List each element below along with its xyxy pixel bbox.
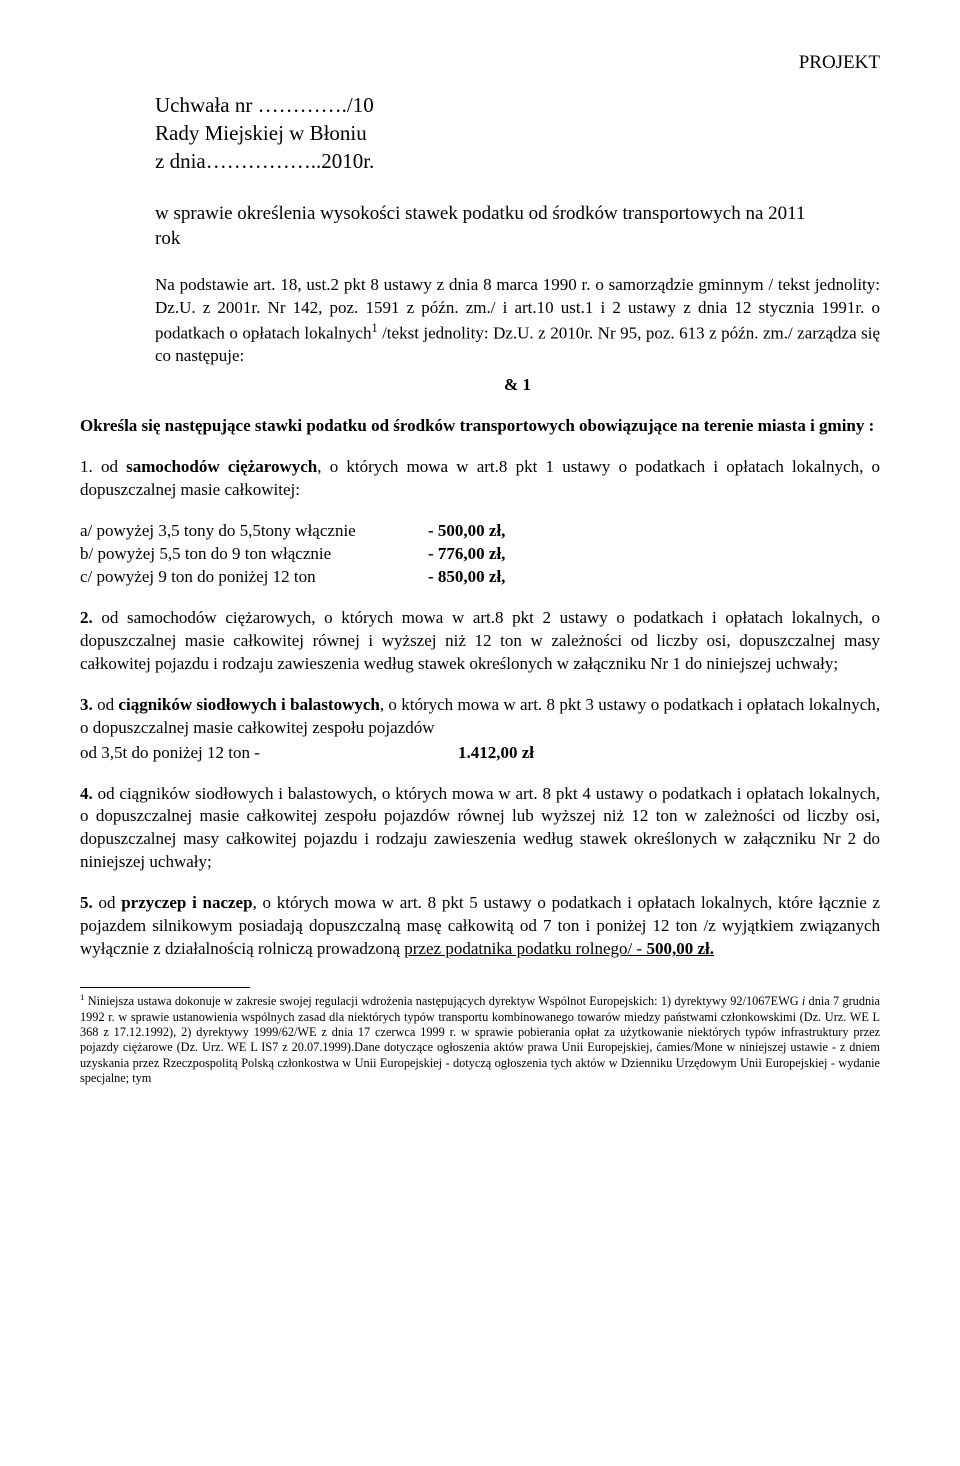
p2-a: 2. [80, 608, 93, 627]
paragraph-1: 1. od samochodów ciężarowych, o których … [80, 456, 880, 502]
p2-b: od samochodów ciężarowych, o których mow… [80, 608, 880, 673]
header-line-2: Rady Miejskiej w Błoniu [155, 119, 880, 147]
rate-right: 1.412,00 zł [440, 742, 534, 765]
rate-right: - 850,00 zł, [410, 566, 505, 589]
section-anchor: & 1 [155, 374, 880, 397]
paragraph-2: 2. od samochodów ciężarowych, o których … [80, 607, 880, 676]
rate-left: c/ powyżej 9 ton do poniżej 12 ton [80, 566, 410, 589]
header-block: Uchwała nr …………./10 Rady Miejskiej w Bło… [155, 91, 880, 176]
p3-a: 3. [80, 695, 93, 714]
paragraph-3-rate: od 3,5t do poniżej 12 ton - 1.412,00 zł [80, 742, 880, 765]
rate-row: a/ powyżej 3,5 tony do 5,5tony włącznie … [80, 520, 880, 543]
p5-c: przyczep i naczep [121, 893, 252, 912]
paragraph-5: 5. od przyczep i naczep, o których mowa … [80, 892, 880, 961]
rate-left: a/ powyżej 3,5 tony do 5,5tony włącznie [80, 520, 410, 543]
rate-row: od 3,5t do poniżej 12 ton - 1.412,00 zł [80, 742, 880, 765]
rate-right: - 776,00 zł, [410, 543, 505, 566]
p4-a: 4. [80, 784, 93, 803]
paragraph-1-rates: a/ powyżej 3,5 tony do 5,5tony włącznie … [80, 520, 880, 589]
p4-b: od ciągników siodłowych i balastowych, o… [80, 784, 880, 872]
projekt-label: PROJEKT [80, 50, 880, 76]
subject: w sprawie określenia wysokości stawek po… [155, 201, 830, 252]
footnote-a: Niniejsza ustawa dokonuje w zakresie swo… [84, 994, 801, 1008]
p1-b: samochodów ciężarowych [126, 457, 317, 476]
rate-left: od 3,5t do poniżej 12 ton - [80, 742, 440, 765]
rate-right: - 500,00 zł, [410, 520, 505, 543]
legal-basis: Na podstawie art. 18, ust.2 pkt 8 ustawy… [155, 274, 880, 397]
rate-row: b/ powyżej 5,5 ton do 9 ton włącznie - 7… [80, 543, 880, 566]
p5-b: od [93, 893, 121, 912]
rate-row: c/ powyżej 9 ton do poniżej 12 ton - 850… [80, 566, 880, 589]
p3-c: ciągników siodłowych i balastowych [118, 695, 379, 714]
header-line-3: z dnia……………..2010r. [155, 147, 880, 175]
intro-text: Określa się następujące stawki podatku o… [80, 415, 880, 438]
footnote-separator [80, 987, 250, 988]
rate-left: b/ powyżej 5,5 ton do 9 ton włącznie [80, 543, 410, 566]
p1-a: 1. od [80, 457, 126, 476]
header-line-1: Uchwała nr …………./10 [155, 91, 880, 119]
paragraph-4: 4. od ciągników siodłowych i balastowych… [80, 783, 880, 875]
paragraph-3: 3. od ciągników siodłowych i balastowych… [80, 694, 880, 740]
p5-f: 500,00 zł. [646, 939, 714, 958]
p5-a: 5. [80, 893, 93, 912]
footnote: 1 Niniejsza ustawa dokonuje w zakresie s… [80, 987, 880, 1086]
p3-b: od [93, 695, 119, 714]
p5-e: przez podatnika podatku rolnego/ - [404, 939, 646, 958]
